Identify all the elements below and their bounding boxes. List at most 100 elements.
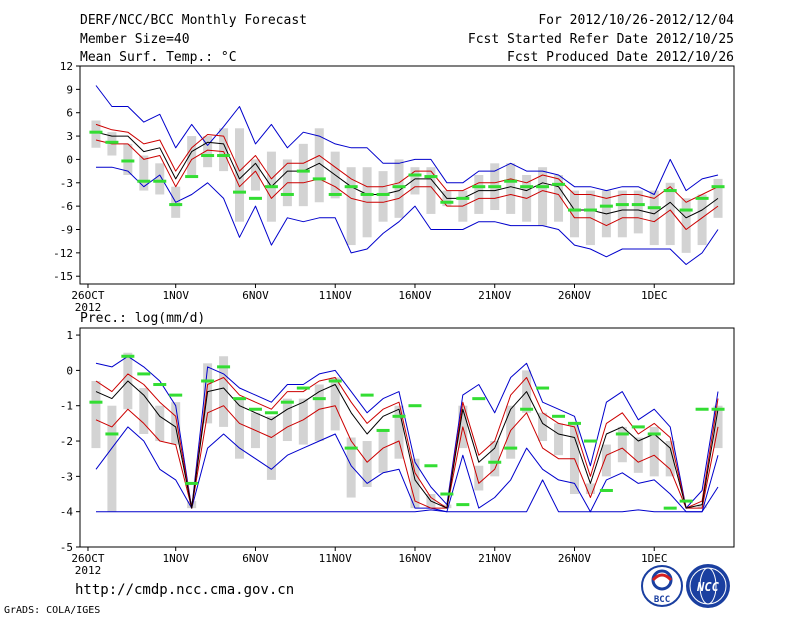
temp-marker (296, 169, 310, 173)
temp-marker (185, 175, 199, 179)
prec-marker (552, 414, 566, 418)
temp-marker (504, 179, 518, 183)
temp-marker (472, 185, 486, 189)
prec-marker (711, 407, 725, 411)
prec-marker (536, 386, 550, 390)
temp-lower-line (95, 139, 719, 230)
header-title: DERF/NCC/BCC Monthly Forecast (80, 13, 307, 28)
prec-spread-box (410, 458, 420, 509)
temp-marker (280, 192, 294, 196)
temp-marker (679, 208, 693, 212)
temp-marker (552, 182, 566, 186)
temp-y-tick-label: 9 (66, 83, 73, 96)
bcc-logo-ring (641, 565, 683, 607)
temp-spread-box (91, 120, 101, 148)
prec-spread-box (155, 405, 165, 442)
prec-spread-box (490, 441, 500, 477)
prec-x-tick-label: 21NOV (478, 552, 511, 565)
temp-marker (456, 196, 470, 200)
prec-min-line (95, 426, 719, 513)
prec-marker (520, 407, 534, 411)
prec-marker (312, 397, 326, 401)
prec-marker (296, 386, 310, 390)
temp-spread-box (633, 190, 643, 234)
temp-y-tick-label: -15 (53, 270, 73, 283)
footer-url[interactable]: http://cmdp.ncc.cma.gov.cn (75, 582, 294, 598)
prec-spread-box (394, 405, 404, 459)
prec-marker (89, 400, 103, 404)
prec-x-tick-label: 1NOV (162, 552, 189, 565)
prec-x-tick-label: 6NOV (242, 552, 269, 565)
prec-marker (233, 397, 247, 401)
temp-spread-box (410, 167, 420, 195)
temp-y-tick-label: -12 (53, 247, 73, 260)
temp-spread-box (426, 167, 436, 214)
temperature-plot-area: 12 9 6 3 0 -3 -6 -9 -12 -15 26OCT 1NOV 6NOV 11NOV 16NO… (53, 60, 725, 314)
header-period: For 2012/10/26-2012/12/04 (538, 13, 734, 28)
temp-marker (169, 203, 183, 207)
temp-marker (695, 196, 709, 200)
prec-y-tick-label: -4 (60, 506, 74, 519)
temp-spread-box (298, 143, 308, 207)
temp-marker (89, 130, 103, 134)
temp-marker (328, 192, 342, 196)
prec-y-tick-label: -2 (60, 435, 73, 448)
prec-x-tick-label: 1DEC (641, 552, 668, 565)
temp-spread-box (569, 190, 579, 238)
temp-marker (360, 192, 374, 196)
temp-max-line (95, 85, 719, 195)
temp-x-tick-label: 16NOV (398, 289, 431, 302)
prec-marker (679, 499, 693, 503)
temp-spread-box (155, 163, 165, 195)
ncc-logo-text: NCC (696, 580, 719, 594)
prec-marker (392, 414, 406, 418)
prec-spread-box (713, 405, 723, 449)
temp-y-tick-label: 12 (60, 60, 73, 73)
temp-marker (233, 190, 247, 194)
temp-upper-line (95, 123, 719, 203)
prec-spread-box (107, 405, 117, 512)
temp-spread-box (250, 159, 260, 191)
prec-spread-box (378, 430, 388, 473)
prec-spread-box (617, 426, 627, 463)
temp-spread-box (474, 175, 484, 214)
prec-marker (280, 400, 294, 404)
prec-spread-box (665, 441, 675, 477)
prec-spread-box (585, 483, 595, 495)
prec-marker (599, 488, 613, 492)
prec-marker (360, 393, 374, 397)
bcc-logo-red-arc-icon (651, 573, 673, 582)
prec-marker (424, 464, 438, 468)
prec-marker (456, 503, 470, 507)
prec-x-tick-label: 16NOV (398, 552, 431, 565)
prec-marker (567, 421, 581, 425)
prec-marker (408, 404, 422, 408)
temp-spread-box (554, 175, 564, 222)
prec-x-tick-label: 26NOV (558, 552, 591, 565)
temp-x-tick-label: 26NOV (558, 289, 591, 302)
temp-marker (376, 192, 390, 196)
temp-marker (137, 179, 151, 183)
prec-y-tick-label: 1 (66, 329, 73, 342)
prec-spread-box (91, 380, 101, 449)
temp-marker (599, 204, 613, 208)
prec-spread-box (298, 398, 308, 445)
temp-mean-line (95, 131, 719, 219)
prec-marker (663, 506, 677, 510)
prec-y-tick-label: 0 (66, 364, 73, 377)
prec-spread-box (171, 402, 181, 445)
prec-marker (647, 432, 661, 436)
temp-y-tick-label: 3 (66, 130, 73, 143)
temp-spread-box (617, 190, 627, 238)
temp-marker (105, 140, 119, 144)
prec-y-tick-label: -5 (60, 541, 73, 554)
prec-spread-box (362, 441, 372, 487)
header-variable: Mean Surf. Temp.: °C (80, 50, 237, 65)
temp-x-tick-label: 6NOV (242, 289, 269, 302)
prec-mean-line (95, 380, 719, 509)
temp-marker (663, 189, 677, 193)
temp-marker (248, 196, 262, 200)
temp-marker (312, 177, 326, 181)
